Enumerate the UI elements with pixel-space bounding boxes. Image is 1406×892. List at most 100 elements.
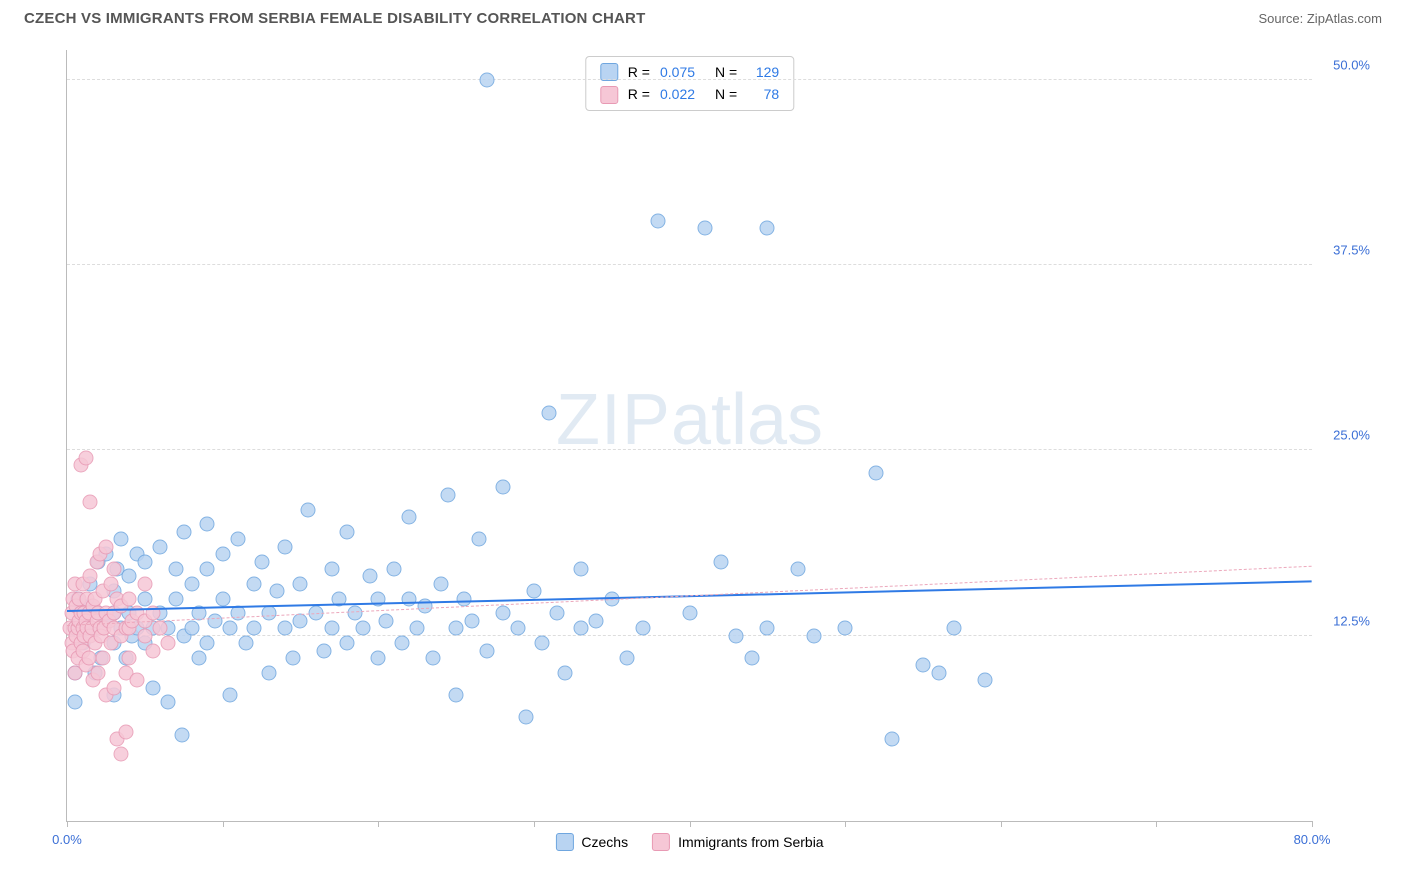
- scatter-point-czechs: [254, 554, 269, 569]
- scatter-point-czechs: [168, 591, 183, 606]
- scatter-point-czechs: [192, 650, 207, 665]
- x-tick: [534, 821, 535, 827]
- legend-series-item-serbia: Immigrants from Serbia: [652, 833, 823, 851]
- scatter-point-serbia: [119, 725, 134, 740]
- scatter-point-czechs: [293, 576, 308, 591]
- scatter-point-czechs: [355, 621, 370, 636]
- x-tick: [67, 821, 68, 827]
- scatter-point-serbia: [106, 680, 121, 695]
- legend-swatch-czechs: [555, 833, 573, 851]
- scatter-point-czechs: [184, 576, 199, 591]
- scatter-point-czechs: [729, 628, 744, 643]
- scatter-point-czechs: [340, 524, 355, 539]
- scatter-point-czechs: [744, 650, 759, 665]
- scatter-point-czechs: [542, 406, 557, 421]
- legend-swatch-serbia: [652, 833, 670, 851]
- scatter-point-serbia: [83, 569, 98, 584]
- legend-R-value: 0.075: [660, 61, 695, 83]
- scatter-point-czechs: [480, 72, 495, 87]
- scatter-point-czechs: [682, 606, 697, 621]
- x-tick: [1312, 821, 1313, 827]
- scatter-point-czechs: [410, 621, 425, 636]
- scatter-point-czechs: [620, 650, 635, 665]
- scatter-point-czechs: [316, 643, 331, 658]
- scatter-point-czechs: [176, 524, 191, 539]
- legend-N-label: N =: [715, 83, 737, 105]
- legend-series-item-czechs: Czechs: [555, 833, 628, 851]
- scatter-point-czechs: [277, 621, 292, 636]
- scatter-point-serbia: [161, 636, 176, 651]
- scatter-point-czechs: [215, 591, 230, 606]
- scatter-point-serbia: [122, 591, 137, 606]
- chart-area: Female Disability ZIPatlas R =0.075N =12…: [24, 40, 1382, 872]
- legend-R-label: R =: [628, 83, 650, 105]
- watermark-atlas: atlas: [671, 380, 823, 460]
- scatter-point-czechs: [301, 502, 316, 517]
- scatter-point-czechs: [161, 695, 176, 710]
- legend-stats: R =0.075N =129R =0.022N =78: [585, 56, 794, 111]
- scatter-point-czechs: [153, 539, 168, 554]
- scatter-point-czechs: [433, 576, 448, 591]
- scatter-point-czechs: [231, 606, 246, 621]
- scatter-point-czechs: [270, 584, 285, 599]
- scatter-point-czechs: [285, 650, 300, 665]
- scatter-point-czechs: [215, 547, 230, 562]
- scatter-point-czechs: [534, 636, 549, 651]
- scatter-point-czechs: [371, 650, 386, 665]
- scatter-plot: ZIPatlas R =0.075N =129R =0.022N =78 Cze…: [66, 50, 1312, 822]
- legend-series-label: Immigrants from Serbia: [678, 834, 823, 850]
- legend-R-label: R =: [628, 61, 650, 83]
- scatter-point-czechs: [137, 554, 152, 569]
- x-tick: [845, 821, 846, 827]
- y-tick-label: 12.5%: [1333, 613, 1370, 628]
- scatter-point-czechs: [324, 621, 339, 636]
- scatter-point-serbia: [137, 628, 152, 643]
- scatter-point-czechs: [472, 532, 487, 547]
- scatter-point-czechs: [651, 213, 666, 228]
- scatter-point-czechs: [277, 539, 292, 554]
- scatter-point-czechs: [231, 532, 246, 547]
- x-tick: [1156, 821, 1157, 827]
- scatter-point-czechs: [402, 510, 417, 525]
- scatter-point-czechs: [238, 636, 253, 651]
- legend-N-label: N =: [715, 61, 737, 83]
- scatter-point-czechs: [558, 665, 573, 680]
- legend-series: Czechs Immigrants from Serbia: [555, 833, 823, 851]
- scatter-point-serbia: [153, 621, 168, 636]
- scatter-point-czechs: [807, 628, 822, 643]
- scatter-point-serbia: [106, 561, 121, 576]
- scatter-point-czechs: [698, 220, 713, 235]
- watermark-zip: ZIP: [556, 380, 671, 460]
- scatter-point-czechs: [246, 621, 261, 636]
- scatter-point-czechs: [947, 621, 962, 636]
- scatter-point-czechs: [869, 465, 884, 480]
- scatter-point-serbia: [130, 673, 145, 688]
- scatter-point-czechs: [526, 584, 541, 599]
- scatter-point-serbia: [81, 650, 96, 665]
- source-name: ZipAtlas.com: [1307, 11, 1382, 26]
- scatter-point-czechs: [511, 621, 526, 636]
- scatter-point-czechs: [713, 554, 728, 569]
- scatter-point-czechs: [184, 621, 199, 636]
- chart-source: Source: ZipAtlas.com: [1258, 11, 1382, 26]
- scatter-point-czechs: [550, 606, 565, 621]
- scatter-point-czechs: [200, 517, 215, 532]
- scatter-point-czechs: [394, 636, 409, 651]
- legend-stats-row-czechs: R = 0.075 N = 129: [600, 61, 779, 83]
- legend-N-value: 129: [747, 61, 779, 83]
- chart-title: CZECH VS IMMIGRANTS FROM SERBIA FEMALE D…: [24, 10, 645, 27]
- scatter-point-czechs: [363, 569, 378, 584]
- x-tick-label: 80.0%: [1294, 832, 1331, 847]
- chart-header: CZECH VS IMMIGRANTS FROM SERBIA FEMALE D…: [0, 0, 1406, 31]
- scatter-point-czechs: [262, 665, 277, 680]
- scatter-point-czechs: [449, 621, 464, 636]
- scatter-point-serbia: [78, 450, 93, 465]
- scatter-point-czechs: [449, 687, 464, 702]
- scatter-point-czechs: [635, 621, 650, 636]
- scatter-point-czechs: [760, 220, 775, 235]
- scatter-point-czechs: [480, 643, 495, 658]
- legend-R-value: 0.022: [660, 83, 695, 105]
- scatter-point-czechs: [340, 636, 355, 651]
- scatter-point-czechs: [495, 606, 510, 621]
- scatter-point-czechs: [589, 613, 604, 628]
